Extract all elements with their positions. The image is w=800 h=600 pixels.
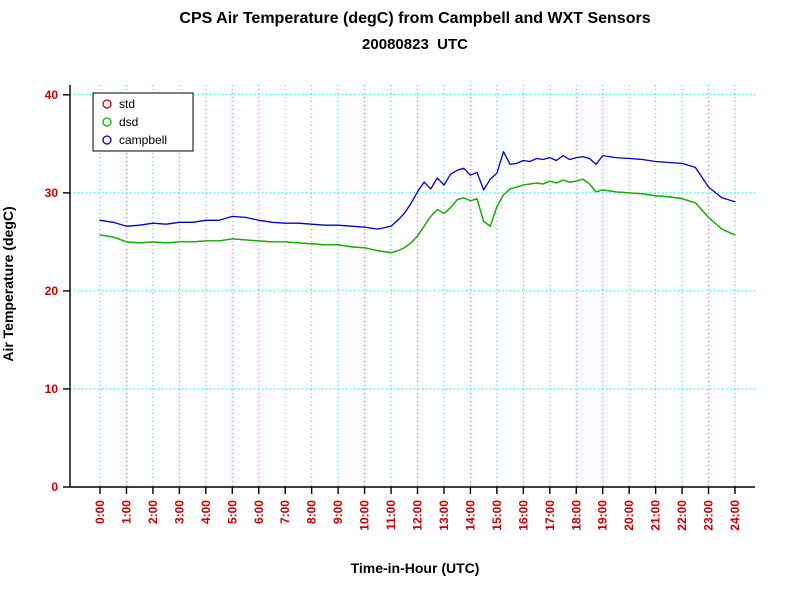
y-tick-label: 30 — [45, 186, 59, 200]
x-tick-label: 16:00 — [516, 500, 530, 531]
x-tick-label: 13:00 — [437, 500, 451, 531]
x-tick-label: 15:00 — [490, 500, 504, 531]
series-line-dsd — [99, 178, 736, 254]
x-tick-label: 3:00 — [172, 500, 186, 524]
series-line-campbell — [99, 151, 736, 230]
x-axis-title: Time-in-Hour (UTC) — [350, 560, 480, 576]
x-tick-label: 8:00 — [305, 500, 319, 524]
legend-marker-std — [102, 99, 112, 109]
y-tick-label: 40 — [45, 88, 59, 102]
x-tick-label: 12:00 — [411, 500, 425, 531]
x-tick-label: 2:00 — [146, 500, 160, 524]
chart-subtitle: 20080823 UTC — [362, 36, 468, 53]
legend-label-std: std — [119, 97, 135, 111]
x-tick-label: 9:00 — [331, 500, 345, 524]
x-tick-label: 4:00 — [199, 500, 213, 524]
x-tick-label: 14:00 — [463, 500, 477, 531]
y-axis-title: Air Temperature (degC) — [0, 206, 16, 362]
y-tick-label: 10 — [45, 382, 59, 396]
chart-title: CPS Air Temperature (degC) from Campbell… — [179, 10, 651, 27]
legend-label-dsd: dsd — [119, 115, 138, 129]
x-tick-label: 18:00 — [569, 500, 583, 531]
x-tick-label: 17:00 — [543, 500, 557, 531]
legend-label-campbell: campbell — [119, 133, 167, 147]
y-tick-label: 0 — [51, 480, 58, 494]
x-tick-label: 5:00 — [225, 500, 239, 524]
x-tick-label: 1:00 — [119, 500, 133, 524]
x-tick-label: 23:00 — [702, 500, 716, 531]
x-tick-label: 7:00 — [278, 500, 292, 524]
x-tick-label: 22:00 — [675, 500, 689, 531]
x-tick-label: 11:00 — [384, 500, 398, 530]
x-tick-label: 20:00 — [622, 500, 636, 531]
legend-marker-campbell — [102, 135, 112, 145]
x-tick-label: 21:00 — [649, 500, 663, 531]
x-tick-label: 0:00 — [93, 500, 107, 524]
x-tick-label: 6:00 — [252, 500, 266, 524]
legend-marker-dsd — [102, 117, 112, 127]
x-tick-label: 10:00 — [358, 500, 372, 531]
y-tick-label: 20 — [45, 284, 59, 298]
x-tick-label: 19:00 — [596, 500, 610, 531]
legend-box — [92, 92, 194, 152]
x-tick-label: 24:00 — [728, 500, 742, 531]
